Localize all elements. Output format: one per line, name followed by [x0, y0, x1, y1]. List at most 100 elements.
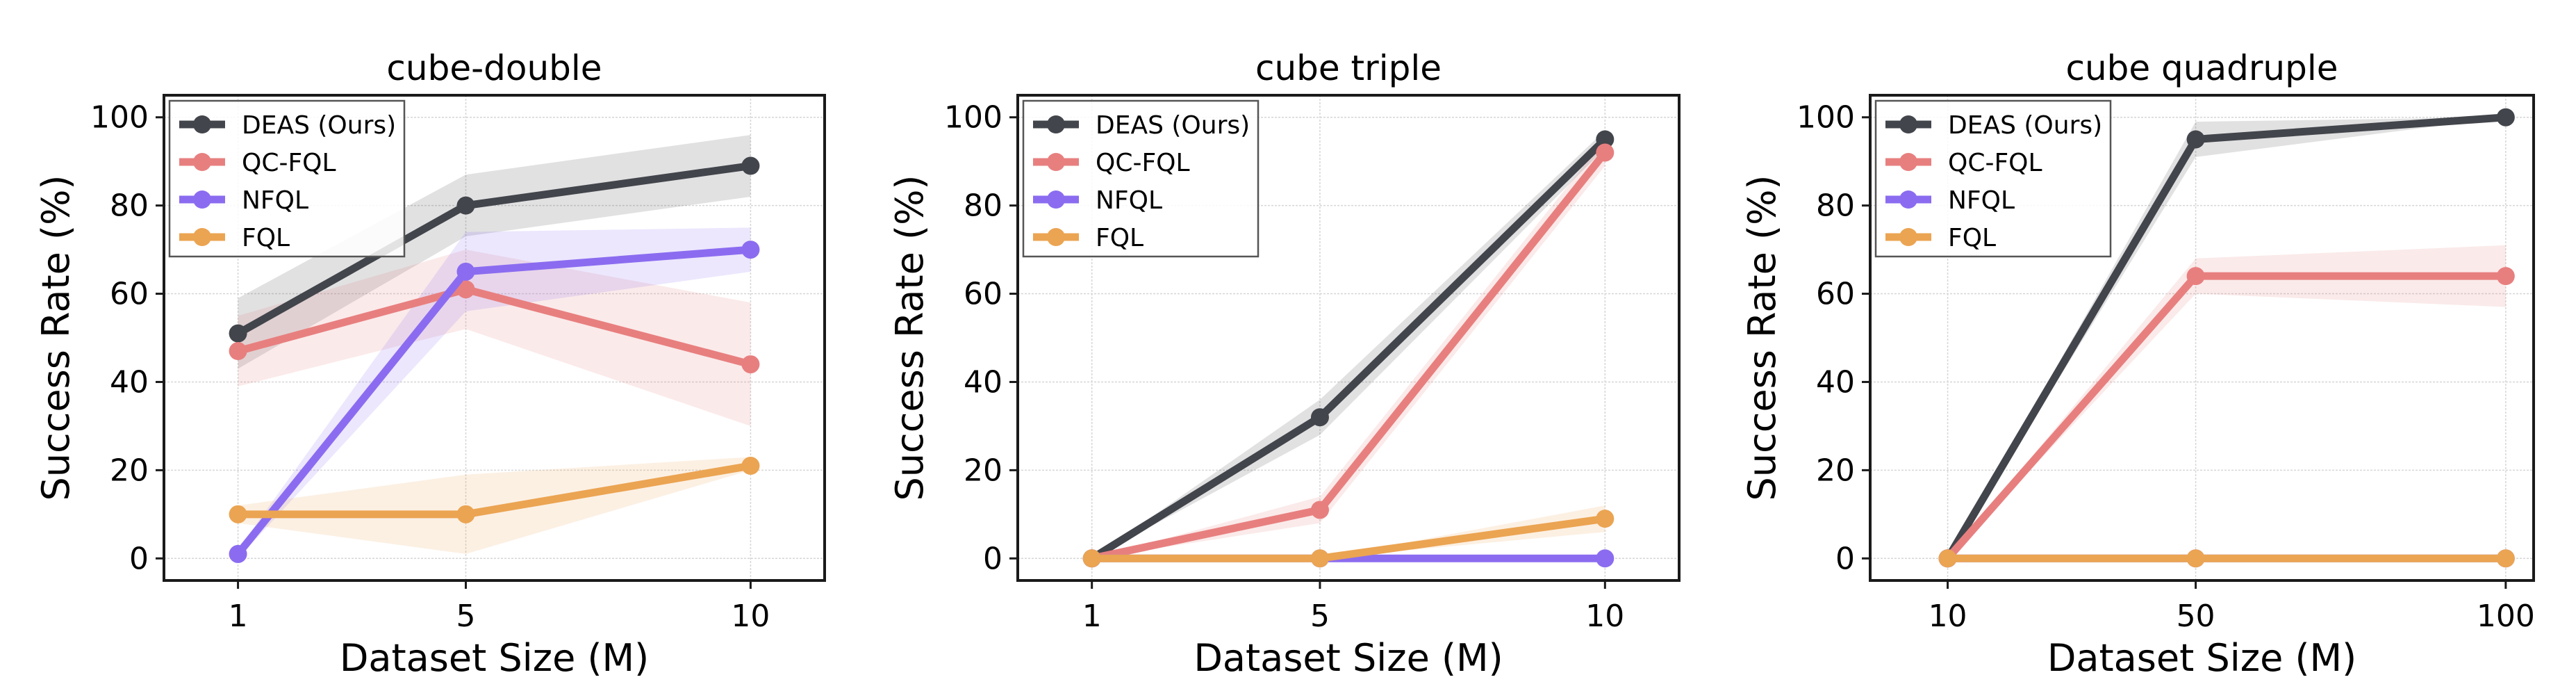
- y-tick-label: 60: [964, 277, 1002, 312]
- x-tick-label: 10: [731, 599, 770, 634]
- legend-label: DEAS (Ours): [1096, 111, 1250, 140]
- legend-item-qc-fql: QC-FQL: [1033, 149, 1190, 177]
- legend-label: DEAS (Ours): [242, 111, 396, 140]
- chart-title: cube quadruple: [2065, 48, 2338, 88]
- y-tick-label: 0: [1835, 541, 1855, 576]
- legend-marker: [1047, 115, 1065, 133]
- confidence-band-fql: [238, 457, 751, 554]
- legend-label: NFQL: [1096, 186, 1162, 215]
- data-point-qc-fql: [2496, 267, 2515, 286]
- legend-marker: [193, 190, 211, 209]
- y-axis-label: Success Rate (%): [888, 175, 932, 501]
- y-tick-label: 100: [90, 100, 149, 136]
- data-point-nfql: [1596, 549, 1615, 568]
- chart-title: cube triple: [1255, 48, 1442, 88]
- y-tick-label: 100: [1797, 100, 1855, 136]
- legend-item-nfql: NFQL: [1033, 186, 1162, 215]
- data-point-fql: [456, 505, 475, 523]
- data-point-fql: [1938, 549, 1957, 568]
- y-tick-label: 20: [110, 453, 149, 488]
- x-tick-label: 1: [229, 599, 248, 634]
- legend-label: NFQL: [242, 186, 308, 215]
- legend-item-deas-ours: DEAS (Ours): [179, 111, 396, 140]
- legend-item-deas-ours: DEAS (Ours): [1033, 111, 1250, 140]
- legend-marker: [1047, 228, 1065, 246]
- legend-marker: [193, 115, 211, 133]
- legend-marker: [193, 228, 211, 246]
- axes-frame: [163, 94, 826, 582]
- x-tick-label: 5: [1310, 599, 1330, 634]
- data-point-qc-fql: [2186, 267, 2205, 286]
- x-tick-label: 10: [1929, 599, 1967, 634]
- x-axis-label: Dataset Size (M): [1194, 636, 1503, 680]
- y-axis-label: Success Rate (%): [34, 175, 78, 501]
- legend-label: FQL: [1096, 224, 1143, 252]
- data-point-deas-ours: [2186, 130, 2205, 149]
- data-point-deas-ours: [741, 156, 760, 175]
- data-point-qc-fql: [741, 355, 760, 374]
- legend-item-fql: FQL: [1885, 224, 1996, 252]
- legend-marker: [1047, 190, 1065, 209]
- data-point-fql: [1310, 549, 1329, 568]
- y-axis-label: Success Rate (%): [1740, 175, 1784, 501]
- legend-label: FQL: [242, 224, 290, 252]
- legend: DEAS (Ours) QC-FQL NFQL FQL: [1874, 99, 2112, 258]
- legend-label: QC-FQL: [1948, 149, 2042, 177]
- legend-marker: [1899, 153, 1917, 171]
- data-point-nfql: [229, 544, 247, 563]
- legend-marker: [1047, 153, 1065, 171]
- legend-item-fql: FQL: [1033, 224, 1143, 252]
- data-point-deas-ours: [456, 196, 475, 215]
- y-tick-label: 40: [110, 364, 149, 400]
- confidence-band-qc-fql: [238, 250, 751, 426]
- y-tick-label: 20: [1816, 453, 1855, 488]
- legend-marker: [1899, 228, 1917, 246]
- y-tick-label: 40: [1816, 364, 1855, 400]
- y-tick-label: 0: [983, 541, 1002, 576]
- legend-item-nfql: NFQL: [179, 186, 308, 215]
- subplot-cube-quadruple: 0 20 40 60 80 100 10 50 100 cube quadruple Dataset…: [1740, 48, 2535, 680]
- confidence-band-deas-ours: [238, 135, 751, 369]
- data-point-fql: [741, 457, 760, 475]
- legend-item-fql: FQL: [179, 224, 290, 252]
- data-point-qc-fql: [456, 280, 475, 299]
- x-tick-label: 100: [2477, 599, 2535, 634]
- legend-item-nfql: NFQL: [1885, 186, 2015, 215]
- legend-item-deas-ours: DEAS (Ours): [1885, 111, 2102, 140]
- axes-frame: [1016, 94, 1681, 582]
- x-axis-label: Dataset Size (M): [340, 636, 649, 680]
- legend-label: QC-FQL: [1096, 149, 1190, 177]
- y-tick-label: 80: [964, 188, 1002, 224]
- data-point-deas-ours: [2496, 108, 2515, 127]
- data-point-qc-fql: [1596, 143, 1615, 162]
- y-tick-label: 80: [110, 188, 149, 224]
- data-point-qc-fql: [1310, 501, 1329, 519]
- legend-marker: [193, 153, 211, 171]
- y-tick-label: 80: [1816, 188, 1855, 224]
- data-point-fql: [1596, 510, 1615, 528]
- legend-marker: [1899, 190, 1917, 209]
- legend-label: NFQL: [1948, 186, 2015, 215]
- data-point-deas-ours: [229, 324, 247, 343]
- y-tick-label: 60: [1816, 277, 1855, 312]
- x-axis-label: Dataset Size (M): [2047, 636, 2356, 680]
- legend-label: DEAS (Ours): [1948, 111, 2102, 140]
- data-point-nfql: [741, 241, 760, 259]
- legend-label: FQL: [1948, 224, 1996, 252]
- x-tick-label: 10: [1585, 599, 1624, 634]
- legend-marker: [1899, 115, 1917, 133]
- chart-title: cube-double: [386, 48, 602, 88]
- axes-frame: [1869, 94, 2535, 582]
- data-point-fql: [1082, 549, 1101, 568]
- legend: DEAS (Ours) QC-FQL NFQL FQL: [1022, 99, 1260, 258]
- x-tick-label: 5: [456, 599, 476, 634]
- y-tick-label: 0: [129, 541, 149, 576]
- y-tick-label: 60: [110, 277, 149, 312]
- y-tick-label: 20: [964, 453, 1002, 488]
- data-point-deas-ours: [1596, 130, 1615, 149]
- x-tick-label: 1: [1082, 599, 1102, 634]
- data-point-qc-fql: [229, 342, 247, 361]
- legend: DEAS (Ours) QC-FQL NFQL FQL: [168, 99, 406, 258]
- legend-label: QC-FQL: [242, 149, 336, 177]
